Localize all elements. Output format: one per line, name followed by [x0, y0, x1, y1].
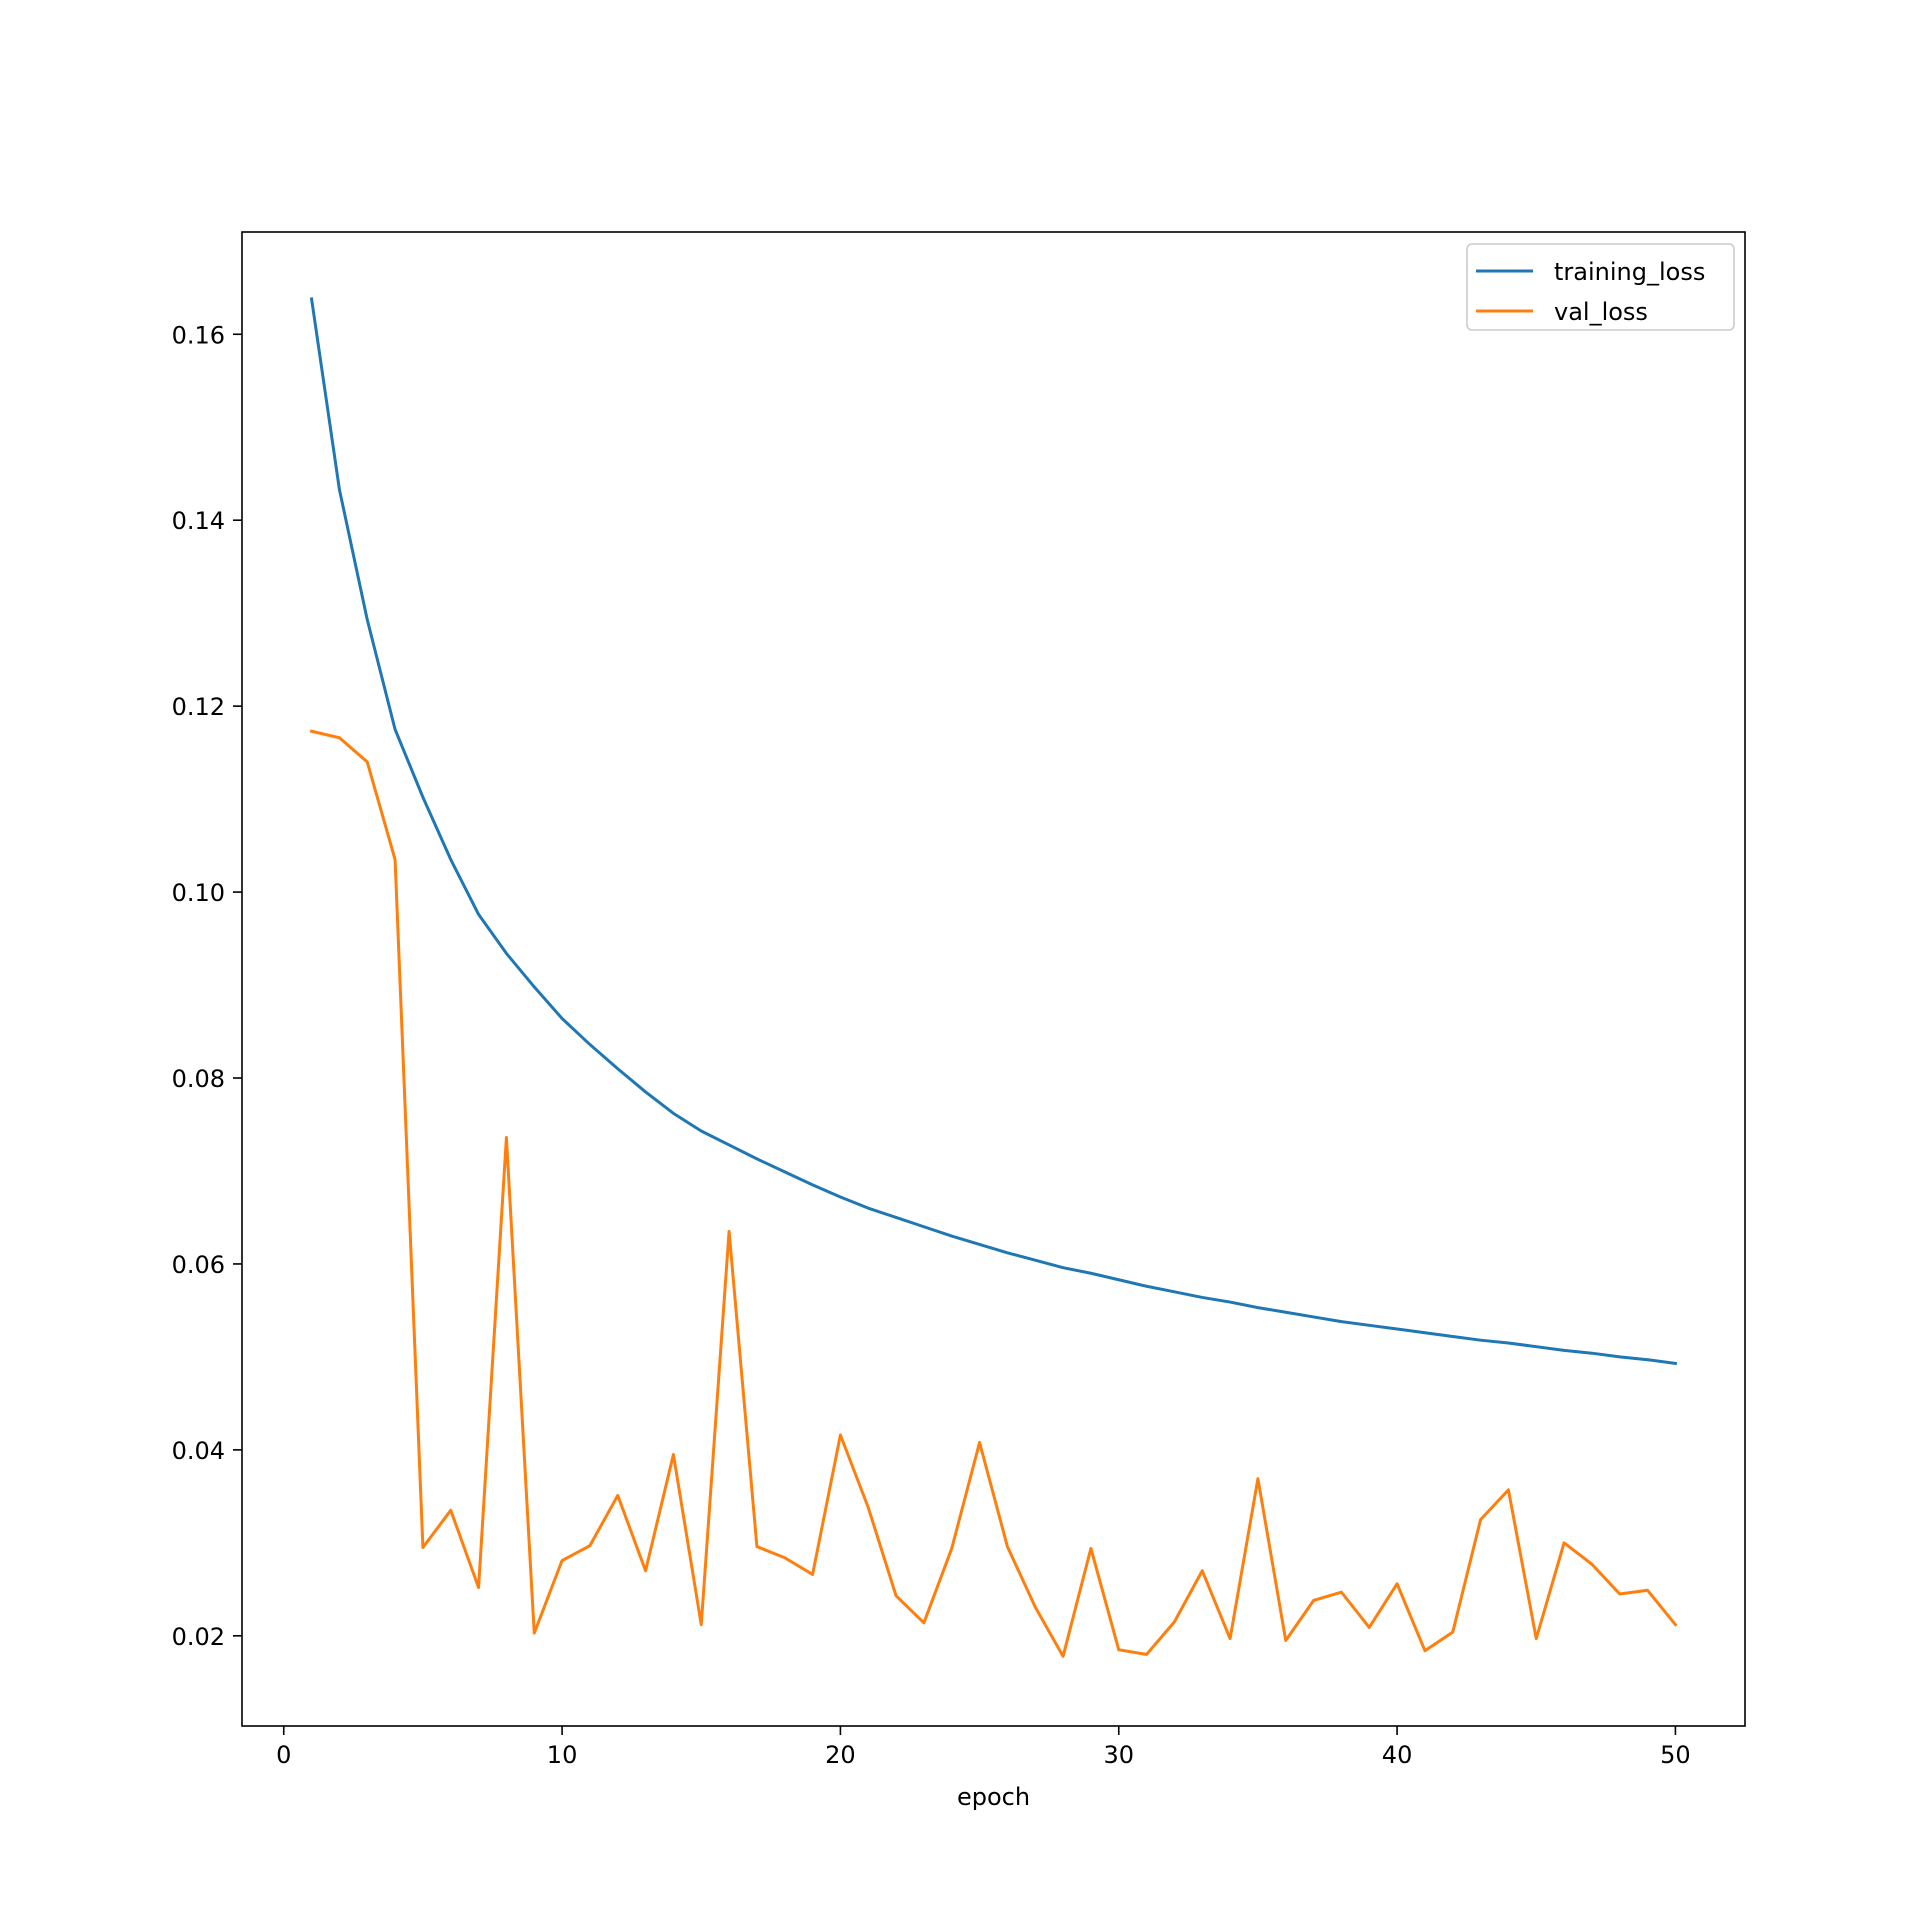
y-tick-label: 0.16 — [172, 321, 225, 349]
y-axis: 0.02 0.04 0.06 0.08 0.10 0.12 0.14 0.16 — [172, 321, 242, 1651]
series-line-val-loss — [309, 729, 1678, 1658]
y-tick-label: 0.14 — [172, 507, 225, 535]
legend-label-val-loss: val_loss — [1554, 298, 1648, 326]
y-tick-label: 0.06 — [172, 1251, 225, 1279]
y-tick-label: 0.04 — [172, 1437, 225, 1465]
x-tick-label: 40 — [1382, 1741, 1413, 1769]
legend: training_loss val_loss — [1466, 243, 1735, 331]
x-axis: 0 10 20 30 40 50 — [276, 1726, 1691, 1769]
y-tick-label: 0.08 — [172, 1065, 225, 1093]
plot-frame — [241, 231, 1746, 1727]
y-tick-label: 0.02 — [172, 1623, 225, 1651]
x-tick-label: 10 — [547, 1741, 578, 1769]
legend-label-training-loss: training_loss — [1554, 258, 1705, 286]
series-line-training-loss — [309, 297, 1678, 1366]
x-tick-label: 30 — [1103, 1741, 1134, 1769]
y-tick-label: 0.12 — [172, 693, 225, 721]
x-tick-label: 20 — [825, 1741, 856, 1769]
legend-box — [1466, 243, 1735, 331]
x-tick-label: 50 — [1660, 1741, 1691, 1769]
x-axis-label: epoch — [957, 1783, 1030, 1811]
x-tick-label: 0 — [276, 1741, 291, 1769]
y-tick-label: 0.10 — [172, 879, 225, 907]
